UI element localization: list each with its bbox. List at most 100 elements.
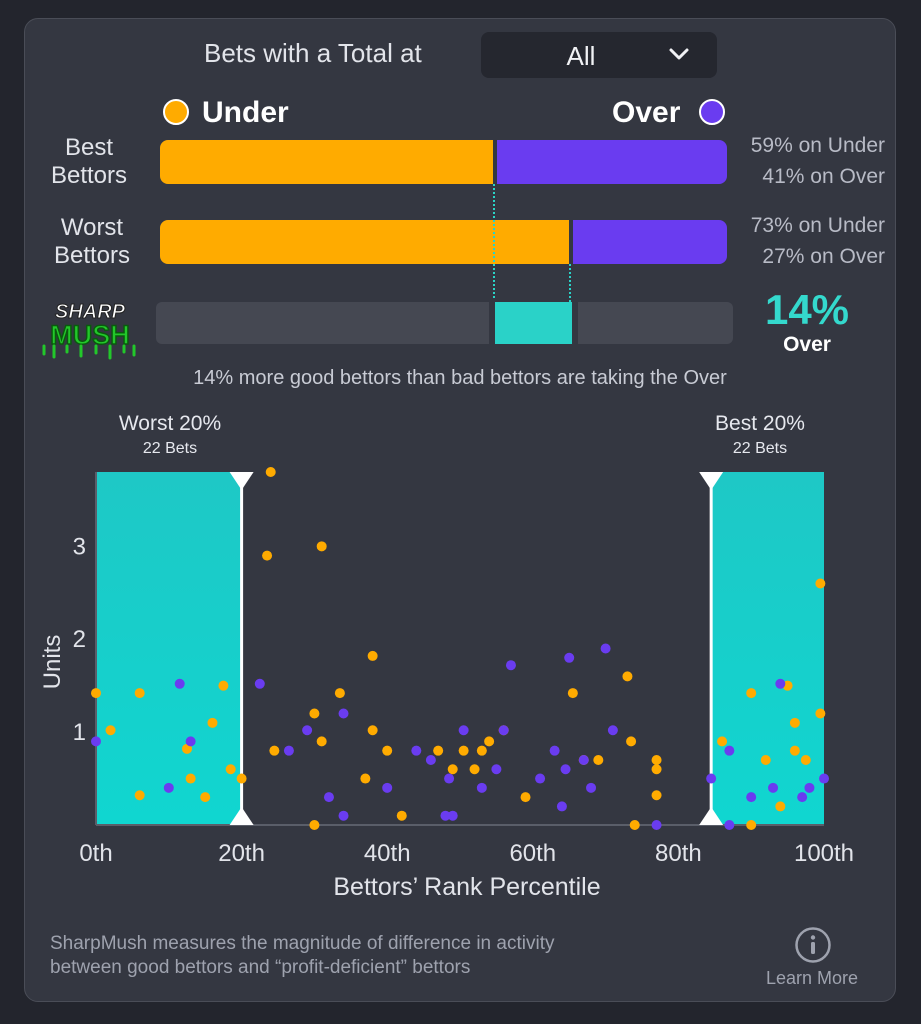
under-bet-point — [567, 688, 578, 699]
info-icon — [795, 927, 831, 963]
over-bet-point — [549, 745, 560, 756]
range-handle-top[interactable] — [229, 472, 254, 490]
over-bet-point — [163, 782, 174, 793]
x-tick-label: 0th — [79, 840, 112, 867]
under-bet-point — [800, 754, 811, 765]
over-bet-point — [91, 736, 101, 747]
under-bet-point — [651, 764, 662, 775]
under-bet-point — [367, 650, 378, 661]
worst-over-pct: 27% on Over — [762, 245, 885, 268]
best-over-segment — [497, 140, 727, 184]
under-bet-point — [484, 736, 495, 747]
over-legend-label: Over — [612, 96, 681, 129]
over-bet-point — [651, 820, 662, 830]
over-bet-point — [505, 660, 516, 671]
under-bet-point — [476, 745, 487, 756]
over-bet-point — [578, 754, 589, 765]
over-bet-point — [724, 745, 735, 756]
under-bet-point — [382, 745, 393, 756]
over-bet-point — [746, 792, 757, 803]
under-bet-point — [469, 764, 480, 775]
x-tick-label: 60th — [509, 840, 556, 867]
over-bet-point — [491, 764, 502, 775]
over-bet-point — [447, 810, 458, 821]
under-bet-point — [789, 745, 800, 756]
under-bet-point — [815, 708, 826, 719]
over-bet-point — [768, 782, 779, 793]
under-bet-point — [651, 754, 662, 765]
over-bet-point — [797, 792, 808, 803]
under-bet-point — [334, 688, 345, 699]
over-bet-point — [283, 745, 294, 756]
x-tick-label: 100th — [794, 840, 854, 867]
under-bet-point — [225, 764, 236, 775]
under-bet-point — [200, 792, 211, 803]
best-over-pct: 41% on Over — [762, 165, 885, 188]
under-bet-point — [815, 578, 826, 589]
worst-percentages: 73% on Under 27% on Over — [715, 210, 885, 272]
over-bet-point — [586, 782, 597, 793]
under-bet-point — [746, 688, 757, 699]
over-bet-point — [185, 736, 196, 747]
y-tick-label: 2 — [73, 626, 86, 653]
under-bet-point — [134, 688, 145, 699]
bar-divider — [493, 140, 497, 184]
worst-zone-title: Worst 20% — [118, 412, 222, 435]
over-bet-point — [775, 678, 786, 689]
track-gap-right — [572, 300, 578, 346]
over-bet-point — [444, 773, 455, 784]
worst-zone-count: 22 Bets — [142, 440, 198, 457]
learn-more-button[interactable]: Learn More — [760, 924, 864, 990]
bar-divider — [569, 220, 573, 264]
over-bet-point — [440, 810, 451, 821]
x-tick-label: 20th — [218, 840, 265, 867]
y-tick-label: 1 — [73, 719, 86, 746]
y-tick-label: 3 — [73, 533, 86, 560]
best-under-pct: 59% on Under — [750, 134, 885, 157]
under-bet-point — [520, 792, 531, 803]
learn-more-label: Learn More — [765, 968, 859, 988]
under-bet-point — [396, 810, 407, 821]
over-bet-point — [411, 745, 422, 756]
under-bet-point — [458, 745, 469, 756]
under-bet-point — [433, 745, 444, 756]
best-label-line1: Best — [64, 134, 114, 161]
over-bet-point — [174, 678, 185, 689]
filter-label: Bets with a Total at — [204, 38, 422, 68]
under-bet-point — [105, 725, 116, 736]
x-axis-label: Bettors’ Rank Percentile — [333, 873, 600, 900]
over-bet-point — [458, 725, 469, 736]
percentile-scatter-chart: 0th 20th 40th 60th 80th 100th 1 2 3 Units Bettor… — [39, 467, 854, 900]
sharpmush-logo: SHARP MUSH — [42, 301, 136, 360]
best-bettors-label: Best Bettors — [30, 134, 148, 190]
footer-description: SharpMush measures the magnitude of diff… — [50, 932, 730, 980]
under-bet-point — [182, 743, 192, 754]
range-handle-top[interactable] — [699, 472, 724, 490]
best-label-line2: Bettors — [50, 162, 128, 189]
dropdown-value: All — [566, 41, 596, 71]
range-handle-bottom[interactable] — [229, 807, 254, 825]
under-bet-point — [218, 680, 229, 691]
worst-split-connector — [569, 264, 571, 330]
worst-under-pct: 73% on Under — [750, 214, 885, 237]
worst-bettors-label: Worst Bettors — [30, 214, 154, 270]
range-handle-bottom[interactable] — [699, 807, 724, 825]
under-bet-point — [207, 717, 218, 728]
over-bet-point — [338, 810, 349, 821]
over-bet-point — [498, 725, 509, 736]
under-bet-point — [629, 820, 640, 830]
worst-under-segment — [160, 220, 569, 264]
under-bet-point — [185, 773, 196, 784]
under-bet-point — [316, 541, 327, 552]
over-bet-point — [254, 678, 265, 689]
best-split-connector — [493, 184, 495, 330]
over-bet-point — [535, 773, 546, 784]
under-bet-point — [309, 820, 320, 830]
total-filter-dropdown[interactable]: All — [481, 32, 717, 78]
best-under-segment — [160, 140, 493, 184]
worst-over-segment — [573, 220, 727, 264]
under-bet-point — [593, 754, 604, 765]
x-tick-label: 80th — [655, 840, 702, 867]
under-bet-point — [309, 708, 320, 719]
under-bet-point — [746, 820, 757, 830]
